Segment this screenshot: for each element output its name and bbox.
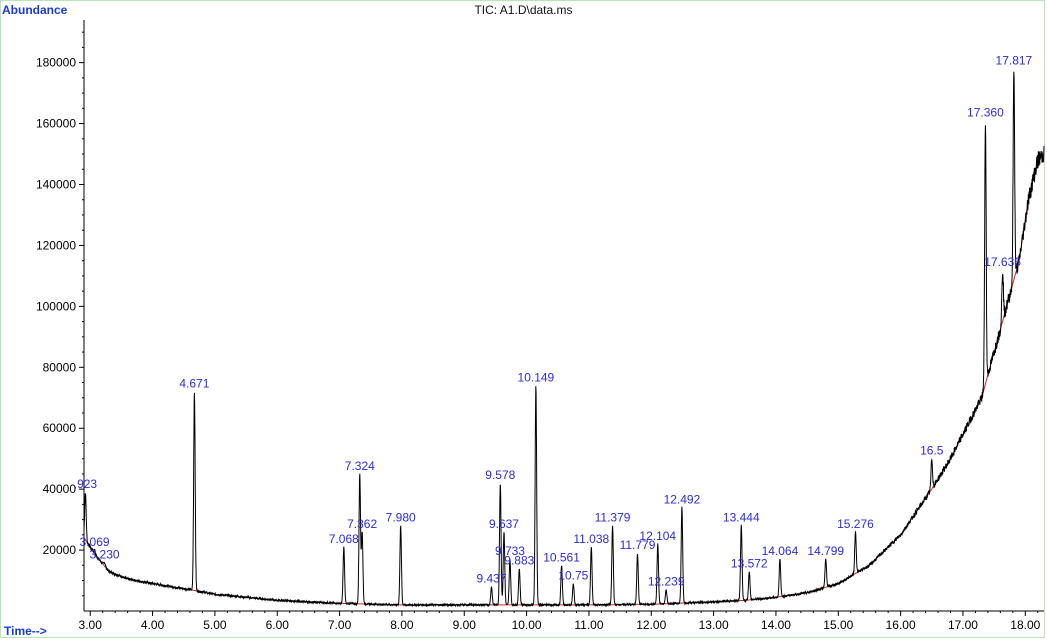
y-tick-label: 40000 [43,482,77,496]
y-tick-label: 80000 [43,360,77,374]
peak-label: 3.230 [90,547,120,561]
peak-label: 14.799 [807,544,844,558]
peak-label: 10.75 [558,569,588,583]
peak-label: 7.362 [347,517,377,531]
peak-label: 10.561 [543,550,580,564]
peak-label: 7.980 [386,511,416,525]
y-tick-label: 180000 [36,56,76,70]
peak-label: 12.239 [648,575,685,589]
x-tick-label: 13.00 [699,618,729,632]
y-tick-label: 100000 [36,299,76,313]
y-tick-label: 120000 [36,238,76,252]
tic-trace [83,71,1045,608]
peak-label: 13.444 [723,511,760,525]
peak-label: 16.5 [920,444,944,458]
y-axis-label: Abundance [2,3,68,17]
peak-label: 12.492 [664,492,701,506]
y-tick-label: 20000 [43,543,77,557]
peak-label: 10.149 [518,371,555,385]
x-tick-label: 12.00 [636,618,666,632]
x-tick-label: 17.00 [948,618,978,632]
peak-label: 11.038 [573,532,609,546]
peak-label: 9.437 [476,572,506,586]
x-tick-label: 5.00 [203,618,227,632]
peak-label: 9.883 [504,553,534,567]
x-tick-label: 11.00 [574,618,603,632]
x-tick-label: 15.00 [823,618,853,632]
peak-label: 9.637 [489,517,519,531]
x-tick-label: 18.00 [1010,618,1040,632]
x-tick-label: 10.00 [512,618,542,632]
axes: 20000 40000 60000 80000 100000 120000 140000 16… [36,20,1044,632]
baseline-line [83,153,1045,606]
peak-label: 15.276 [837,517,874,531]
peak-label: 9.578 [485,468,515,482]
peak-label: 11.779 [620,538,656,552]
peak-label: 11.379 [595,511,631,525]
x-tick-label: 16.00 [886,618,916,632]
peak-label: 14.064 [762,544,799,558]
peak-label: 17.636 [984,255,1021,269]
peak-label: 13.572 [731,556,768,570]
series [83,71,1045,608]
peak-label: 17.817 [996,54,1033,68]
x-tick-label: 8.00 [390,618,414,632]
y-tick-label: 140000 [36,178,76,192]
x-tick-label: 7.00 [328,618,352,632]
chart-title: TIC: A1.D\data.ms [474,3,573,17]
peak-label: 12.104 [639,529,676,543]
x-tick-label: 3.00 [79,618,103,632]
x-tick-label: 6.00 [266,618,290,632]
peak-label: .923 [74,477,98,491]
y-tick-label: 160000 [36,117,76,131]
x-tick-label: 14.00 [761,618,791,632]
peak-label: 7.324 [345,459,375,473]
x-tick-label: 9.00 [453,618,477,632]
x-axis-label: Time--> [4,624,47,638]
x-tick-label: 4.00 [141,618,165,632]
peak-label: 7.068 [329,532,359,546]
y-tick-label: 60000 [43,421,77,435]
peak-label: 9.733 [495,544,525,558]
peak-label: 17.360 [967,106,1004,120]
peak-label: 3.069 [80,535,110,549]
peak-label: 4.671 [179,377,209,391]
